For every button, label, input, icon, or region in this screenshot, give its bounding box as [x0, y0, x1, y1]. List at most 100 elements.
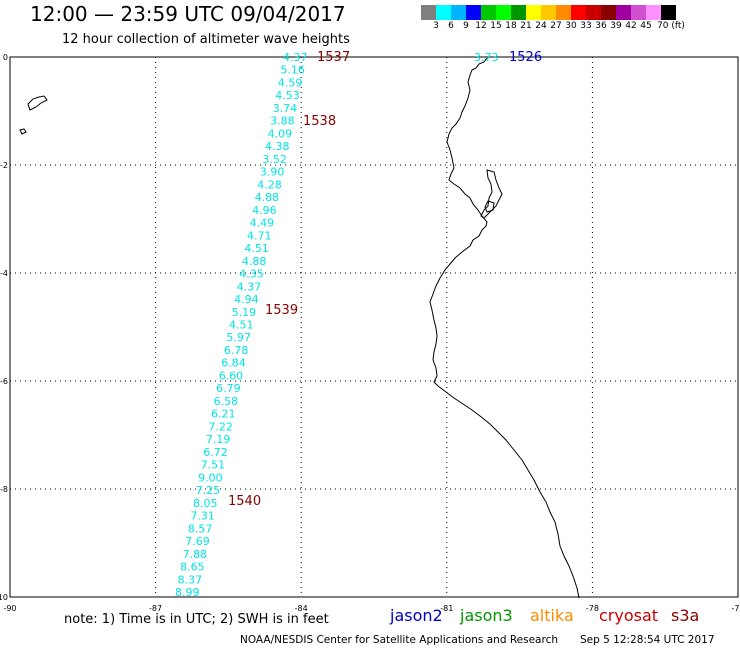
footer-note: note: 1) Time is in UTC; 2) SWH is in fe… [64, 612, 329, 627]
wave-height-value: 4.28 [257, 178, 282, 191]
scale-label: 39 [610, 21, 622, 31]
footer-timestamp: Sep 5 12:28:54 UTC 2017 [580, 634, 715, 646]
wave-height-value: 3.88 [270, 115, 295, 128]
wave-height-value: 4.94 [234, 293, 259, 306]
wave-height-track-1537: 4.375.164.594.533.743.884.094.383.523.90… [175, 51, 308, 599]
puna-island [484, 200, 495, 213]
scale-swatch [436, 5, 451, 20]
pass-label-1538: 1538 [303, 114, 336, 129]
wave-height-value: 9.00 [198, 471, 223, 484]
scale-label: 15 [490, 21, 502, 31]
x-tick-label: -87 [149, 604, 162, 613]
wave-height-value: 5.97 [226, 331, 251, 344]
scale-swatch [466, 5, 481, 20]
scale-label: 12 [475, 21, 487, 31]
wave-height-value: 4.53 [275, 89, 300, 102]
scale-swatch [451, 5, 466, 20]
wave-height-value: 4.37 [283, 51, 308, 64]
pass-number-labels: 1537 1538 1539 1540 1526 [228, 50, 542, 509]
scale-swatch [586, 5, 601, 20]
satellite-s3a: s3a [671, 606, 700, 625]
scale-swatch [631, 5, 646, 20]
wave-height-value: 6.84 [221, 357, 246, 370]
galapagos-island-isabela [27, 95, 48, 111]
wave-height-value: 8.05 [193, 497, 218, 510]
scale-label: 70 (ft) [657, 21, 685, 31]
scale-label: 33 [580, 21, 592, 31]
scale-swatch [511, 5, 526, 20]
wave-height-value: 4.51 [244, 242, 269, 255]
wave-height-value: 4.71 [247, 229, 272, 242]
coast-wave-value: 3.73 [474, 51, 499, 64]
wave-height-value: 5.19 [232, 306, 257, 319]
map-grid [9, 56, 739, 598]
y-tick-label: -6 [0, 377, 8, 386]
wave-height-value: 4.37 [237, 280, 262, 293]
wave-height-value: 4.38 [265, 140, 290, 153]
satellite-altika: altika [530, 606, 574, 625]
wave-height-value: 3.52 [262, 153, 287, 166]
pass-label-1539: 1539 [265, 303, 298, 318]
scale-swatch [616, 5, 631, 20]
satellite-cryosat: cryosat [599, 606, 659, 625]
scale-swatch [571, 5, 586, 20]
wave-height-value: 7.19 [206, 433, 231, 446]
wave-height-value: 7.25 [196, 484, 221, 497]
scale-label: 9 [463, 21, 469, 31]
page-subtitle: 12 hour collection of altimeter wave hei… [62, 32, 350, 47]
axis-tick-labels: -90 -87 -84 -81 -78 -75 0 -2 -4 -6 -8 -10 [0, 53, 740, 613]
galapagos-island-small [19, 128, 27, 135]
pass-label-1537: 1537 [317, 50, 350, 65]
x-tick-label: -81 [440, 604, 453, 613]
page-title: 12:00 — 23:59 UTC 09/04/2017 [30, 2, 346, 26]
wave-height-value: 7.22 [208, 420, 233, 433]
wave-height-color-scale: 3 6 9 12 15 18 21 24 27 30 33 36 39 42 45 70 (ft) [421, 5, 685, 34]
footer-credit: NOAA/NESDIS Center for Satellite Applica… [240, 634, 558, 646]
wave-height-value: 6.72 [203, 446, 228, 459]
wave-height-value: 8.37 [178, 573, 203, 586]
y-tick-label: -10 [0, 593, 8, 602]
wave-height-value: 6.21 [211, 408, 236, 421]
scale-label: 21 [520, 21, 532, 31]
coastline [429, 57, 580, 599]
wave-height-value: 7.31 [190, 510, 215, 523]
wave-height-value: 4.49 [250, 217, 275, 230]
x-tick-label: -90 [3, 604, 16, 613]
scale-swatch [556, 5, 571, 20]
y-tick-label: -2 [0, 161, 8, 170]
pass-label-1526: 1526 [509, 50, 542, 65]
pass-label-1540: 1540 [228, 494, 261, 509]
scale-swatch [661, 5, 676, 20]
wave-height-value: 6.78 [224, 344, 249, 357]
wave-height-value: 3.74 [273, 102, 298, 115]
scale-swatch [481, 5, 496, 20]
scale-swatch [541, 5, 556, 20]
wave-height-value: 8.99 [175, 586, 200, 599]
satellite-jason2: jason2 [390, 606, 443, 625]
scale-swatch [601, 5, 616, 20]
y-tick-label: -4 [0, 269, 8, 278]
wave-height-value: 6.79 [216, 382, 241, 395]
scale-label: 36 [595, 21, 607, 31]
wave-height-value: 4.88 [255, 191, 280, 204]
scale-swatch [646, 5, 661, 20]
wave-height-value: 8.57 [188, 522, 213, 535]
y-tick-label: -8 [0, 485, 8, 494]
wave-height-value: 7.69 [185, 535, 210, 548]
scale-label: 3 [433, 21, 439, 31]
satellite-jason3: jason3 [460, 606, 513, 625]
wave-height-value: 8.65 [180, 561, 205, 574]
x-tick-label: -75 [731, 604, 740, 613]
wave-height-value: 6.60 [219, 370, 244, 383]
scale-label: 6 [448, 21, 454, 31]
scale-swatch [421, 5, 436, 20]
wave-height-value: 4.59 [278, 77, 303, 90]
scale-swatch [496, 5, 511, 20]
scale-label: 18 [505, 21, 517, 31]
wave-height-value: 4.88 [242, 255, 267, 268]
scale-label: 24 [535, 21, 547, 31]
scale-label: 45 [640, 21, 652, 31]
x-tick-label: -84 [295, 604, 308, 613]
wave-height-value: 4.51 [229, 319, 254, 332]
